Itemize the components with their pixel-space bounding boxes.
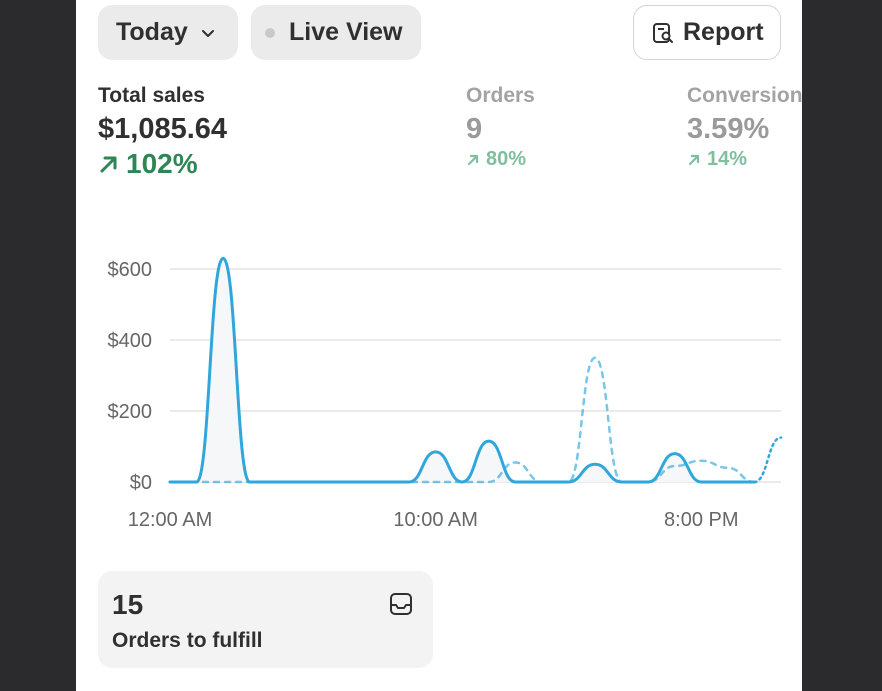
- chevron-down-icon: [201, 29, 214, 37]
- y-tick-label: $400: [108, 330, 153, 352]
- orders-to-fulfill-card[interactable]: 15 Orders to fulfill: [98, 571, 433, 668]
- metric-conversion[interactable]: Conversion 3.59% 14%: [687, 84, 802, 171]
- metric-value: 9: [466, 113, 483, 145]
- sales-chart: $600 $400 $200 $0 12:00 AM 10:00 AM 8:00 PM: [108, 256, 783, 531]
- y-tick-label: $600: [108, 259, 153, 281]
- date-range-dropdown[interactable]: Today: [98, 5, 238, 60]
- arrow-up-right-icon: [100, 156, 117, 173]
- orders-to-fulfill-count: 15: [112, 589, 144, 620]
- x-tick-label: 8:00 PM: [664, 509, 738, 531]
- metric-change: 80%: [466, 148, 535, 171]
- metric-label: Total sales: [98, 84, 205, 107]
- series-area: [170, 258, 755, 482]
- metric-total-sales[interactable]: Total sales $1,085.64 102%: [98, 84, 227, 180]
- metric-change-value: 14%: [707, 148, 748, 170]
- y-tick-label: $0: [130, 472, 152, 494]
- metric-value: $1,085.64: [98, 113, 228, 145]
- report-label: Report: [683, 18, 764, 46]
- metric-change-value: 102%: [126, 148, 198, 179]
- report-button[interactable]: Report: [633, 5, 781, 60]
- metric-change: 102%: [98, 148, 227, 180]
- metric-label: Conversion: [687, 84, 802, 107]
- orders-to-fulfill-label: Orders to fulfill: [112, 629, 263, 652]
- metric-orders[interactable]: Orders 9 80%: [466, 84, 535, 171]
- home-panel: Today Live View Report Total sales $1,08…: [76, 0, 802, 691]
- metric-change: 14%: [687, 148, 802, 171]
- x-tick-label: 12:00 AM: [128, 509, 213, 531]
- x-tick-label: 10:00 AM: [393, 509, 478, 531]
- y-tick-label: $200: [108, 401, 153, 423]
- metric-change-value: 80%: [486, 148, 527, 170]
- date-range-label: Today: [116, 18, 188, 46]
- live-view-label: Live View: [289, 18, 403, 46]
- status-dot-icon: [265, 27, 275, 38]
- arrow-up-right-icon: [688, 154, 700, 166]
- series-line-dashed: [168, 356, 756, 484]
- series-line-dotted: [753, 436, 783, 484]
- live-view-button[interactable]: Live View: [251, 5, 421, 60]
- series-line-solid: [168, 256, 756, 484]
- metric-value: 3.59%: [687, 113, 770, 145]
- inbox-icon: [390, 593, 412, 615]
- report-search-icon: [653, 22, 673, 43]
- arrow-up-right-icon: [467, 154, 479, 166]
- metric-label: Orders: [466, 84, 535, 107]
